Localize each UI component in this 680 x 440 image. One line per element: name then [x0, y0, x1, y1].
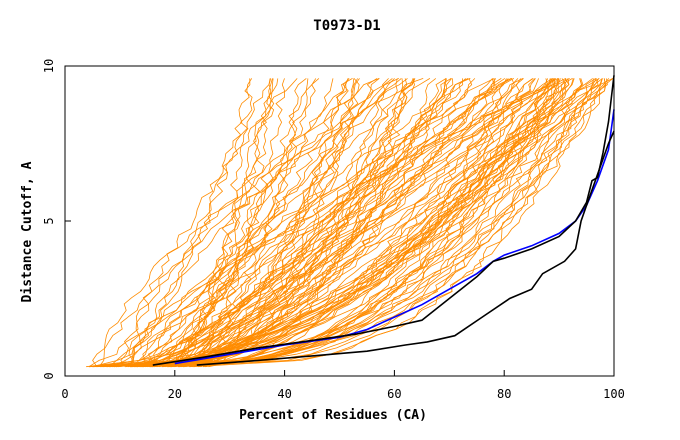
bundle-line — [93, 78, 597, 368]
orange-bundle — [86, 78, 614, 368]
bundle-line — [112, 78, 404, 368]
bundle-line — [184, 78, 573, 368]
bundle-line — [161, 78, 389, 368]
bundle-line — [155, 78, 253, 368]
bundle-line — [100, 78, 603, 368]
bundle-line — [92, 78, 253, 368]
bundle-line — [98, 78, 424, 367]
y-tick-label: 0 — [42, 372, 56, 379]
bundle-line — [152, 78, 534, 368]
chart-title: T0973-D1 — [313, 18, 380, 34]
bundle-line — [180, 78, 593, 368]
bundle-line — [200, 78, 466, 368]
bundle-line — [96, 78, 555, 368]
bundle-line — [172, 78, 454, 367]
y-axis-label: Distance Cutoff, A — [20, 161, 35, 302]
bundle-line — [143, 78, 416, 368]
bundle-line — [132, 78, 431, 368]
bundle-line — [131, 78, 393, 367]
x-axis-label: Percent of Residues (CA) — [239, 408, 427, 423]
bundle-line — [89, 78, 495, 368]
bundle-line — [120, 78, 298, 367]
bundle-line — [86, 78, 275, 368]
x-tick-label: 0 — [61, 387, 68, 401]
bundle-line — [128, 78, 536, 368]
bundle-line — [139, 78, 524, 368]
bundle-line — [131, 78, 606, 368]
bundle-line — [102, 78, 599, 368]
bundle-line — [179, 78, 447, 368]
bundle-line — [147, 78, 495, 367]
bundle-line — [193, 78, 553, 367]
bundle-line — [106, 78, 515, 368]
y-tick-label: 10 — [42, 59, 56, 73]
bundle-line — [179, 78, 521, 368]
x-tick-label: 80 — [497, 387, 511, 401]
bundle-line — [132, 78, 557, 367]
bundle-line — [153, 78, 358, 368]
bundle-line — [147, 78, 610, 368]
bundle-line — [168, 78, 574, 368]
bundle-line — [134, 78, 539, 368]
bundle-line — [141, 78, 554, 368]
bundle-line — [142, 78, 570, 368]
x-axis-ticks: 0 20 40 60 80 100 — [61, 370, 625, 401]
bundle-line — [130, 78, 584, 368]
x-tick-label: 40 — [277, 387, 291, 401]
x-tick-label: 20 — [168, 387, 182, 401]
bundle-line — [89, 78, 560, 368]
bundle-line — [125, 78, 536, 368]
bundle-line — [114, 78, 549, 368]
bundle-line — [162, 78, 561, 368]
x-tick-label: 60 — [387, 387, 401, 401]
bundle-line — [156, 78, 378, 368]
bundle-line — [128, 78, 380, 367]
bundle-line — [137, 78, 524, 368]
y-tick-label: 5 — [42, 217, 56, 224]
bundle-line — [190, 78, 603, 368]
bundle-line — [158, 78, 307, 368]
bundle-line — [128, 78, 271, 367]
x-tick-label: 100 — [603, 387, 625, 401]
bundle-line — [193, 78, 607, 368]
highlighted-series — [152, 75, 615, 366]
bundle-line — [117, 78, 414, 368]
bundle-line — [199, 78, 471, 367]
y-axis-ticks: 0 5 10 — [42, 59, 71, 380]
bundle-line — [114, 78, 355, 368]
bundle-line — [142, 78, 552, 368]
bundle-line — [140, 78, 415, 368]
bundle-line — [154, 78, 583, 368]
bundle-line — [130, 78, 493, 368]
bundle-line — [125, 78, 453, 368]
series-line-3 — [196, 130, 615, 366]
bundle-line — [108, 78, 464, 368]
bundle-line — [167, 78, 566, 367]
